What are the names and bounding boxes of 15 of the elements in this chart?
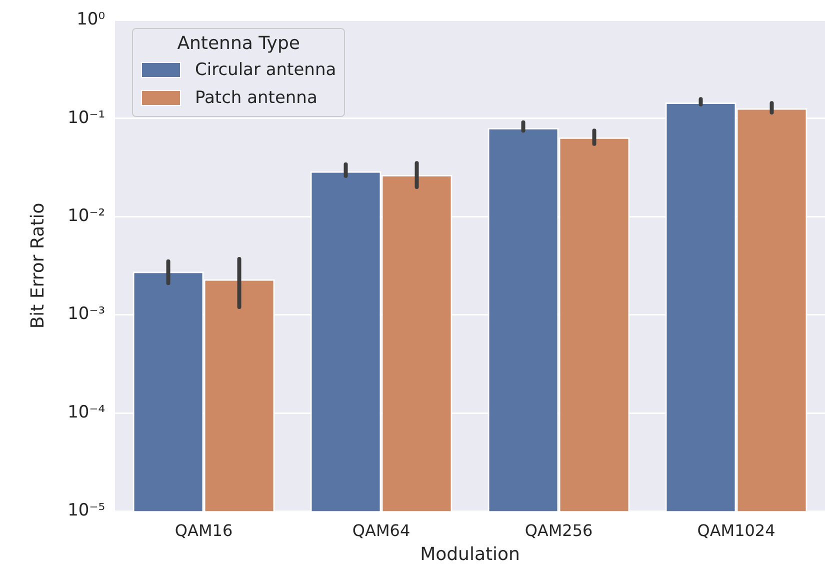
y-tick-label: 10⁻² <box>68 206 106 226</box>
x-tick-label: QAM256 <box>524 520 593 540</box>
y-tick-label: 10⁰ <box>76 10 106 30</box>
x-tick-label: QAM1024 <box>697 520 776 540</box>
y-tick-label: 10⁻³ <box>68 304 106 324</box>
y-tick-label: 10⁻⁴ <box>68 402 106 422</box>
x-tick-label: QAM16 <box>174 520 233 540</box>
y-tick-label: 10⁻⁵ <box>68 500 106 521</box>
x-tick-label: QAM64 <box>352 520 410 540</box>
y-tick-label: 10⁻¹ <box>68 108 106 128</box>
x-axis-title: Modulation <box>420 544 520 565</box>
legend-label: Circular antenna <box>195 59 336 82</box>
legend-title: Antenna Type <box>176 33 301 54</box>
legend-label: Patch antenna <box>195 87 318 110</box>
y-axis-title: Bit Error Ratio <box>27 202 48 329</box>
